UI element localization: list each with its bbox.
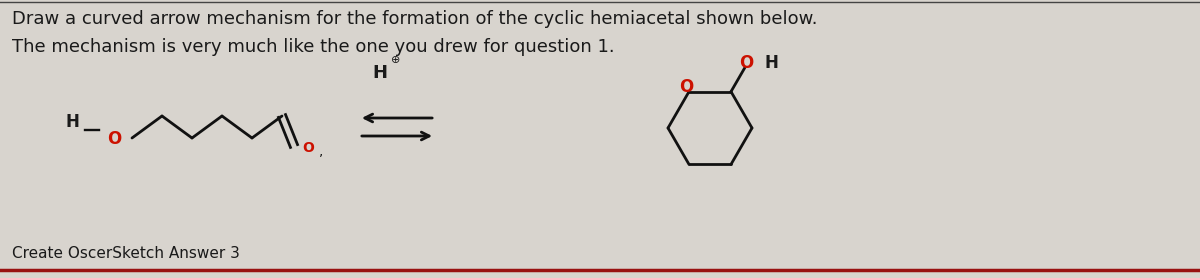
- Text: O: O: [107, 130, 121, 148]
- Text: H: H: [372, 64, 388, 82]
- Text: ⊕: ⊕: [391, 55, 401, 65]
- Text: H: H: [65, 113, 79, 131]
- Text: O: O: [739, 54, 754, 72]
- Text: O: O: [302, 141, 314, 155]
- Text: Create OscerSketch Answer 3: Create OscerSketch Answer 3: [12, 246, 240, 261]
- Text: O: O: [679, 78, 694, 96]
- Text: ,: ,: [319, 144, 323, 158]
- Text: The mechanism is very much like the one you drew for question 1.: The mechanism is very much like the one …: [12, 38, 614, 56]
- Text: H: H: [764, 54, 778, 72]
- Text: Draw a curved arrow mechanism for the formation of the cyclic hemiacetal shown b: Draw a curved arrow mechanism for the fo…: [12, 10, 817, 28]
